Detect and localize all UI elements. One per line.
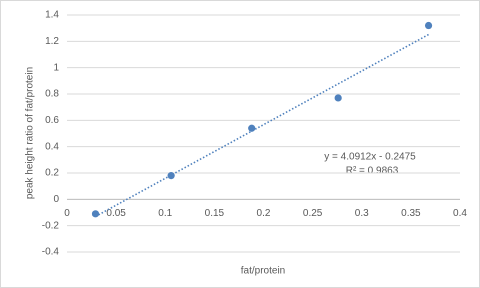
data-point	[91, 210, 100, 218]
data-point	[167, 172, 175, 180]
y-tick-label: 1	[53, 62, 59, 73]
y-tick-label: 0.2	[45, 168, 59, 179]
x-tick-label: 0.05	[106, 208, 126, 219]
trendline	[95, 33, 429, 218]
y-tick-label: 0.8	[45, 89, 59, 100]
data-point	[334, 94, 342, 102]
x-tick-label: 0.15	[205, 208, 225, 219]
x-tick-label: 0.35	[401, 208, 421, 219]
y-tick-label: 0.4	[45, 141, 59, 152]
y-axis-label: peak height ratio of fat/protein	[25, 67, 36, 199]
x-tick-label: 0.25	[303, 208, 323, 219]
x-tick-label: 0	[64, 208, 70, 219]
y-tick-label: -0.2	[42, 220, 60, 231]
data-point	[248, 124, 256, 132]
y-tick-label: 0	[53, 194, 59, 205]
y-tick-label: -0.4	[42, 247, 60, 258]
x-tick-label: 0.3	[355, 208, 369, 219]
trendline-r-squared: R² = 0.9863	[346, 166, 399, 177]
x-tick-label: 0.1	[158, 208, 172, 219]
data-point	[424, 21, 433, 30]
x-axis-label: fat/protein	[241, 266, 285, 277]
x-tick-label: 0.2	[257, 208, 271, 219]
x-tick-label: 0.4	[453, 208, 467, 219]
y-tick-label: 0.6	[45, 115, 59, 126]
y-tick-label: 1.4	[45, 10, 59, 21]
trendline-equation: y = 4.0912x - 0.2475	[324, 152, 416, 163]
y-tick-label: 1.2	[45, 36, 59, 47]
